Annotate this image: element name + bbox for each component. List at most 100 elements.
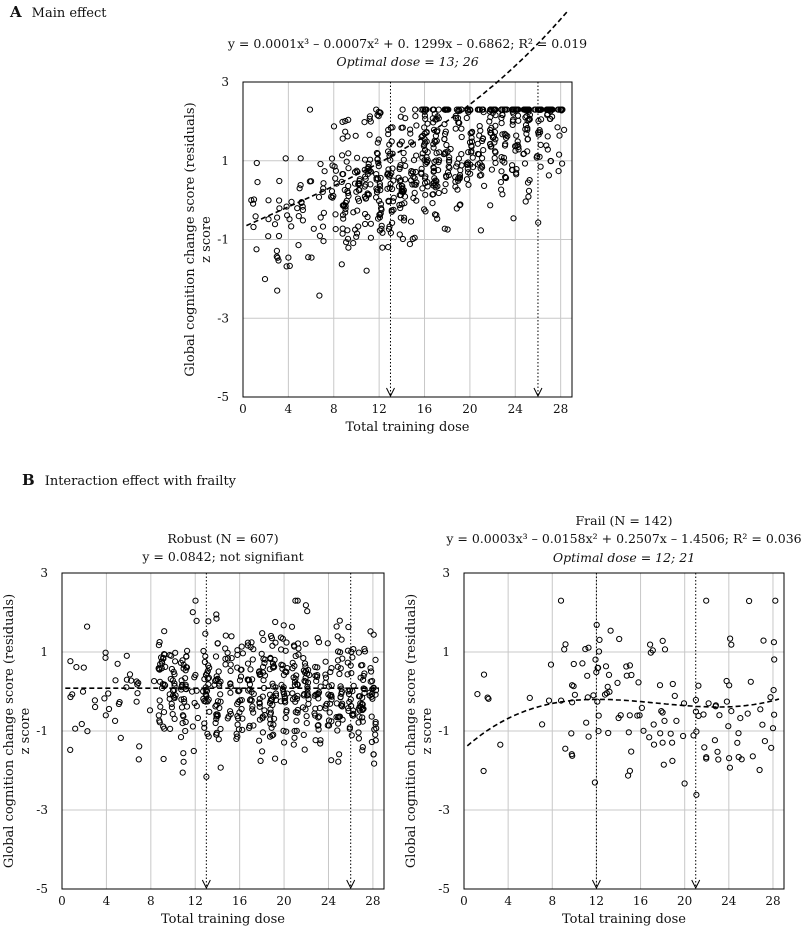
data-point <box>344 188 351 195</box>
data-point <box>249 656 256 663</box>
data-point <box>399 106 406 113</box>
data-point <box>435 189 442 197</box>
data-point <box>338 688 345 695</box>
data-point <box>159 681 166 688</box>
data-point <box>340 215 347 222</box>
data-point <box>286 216 293 223</box>
data-point <box>635 679 642 686</box>
data-point <box>407 126 414 133</box>
data-point <box>476 123 483 130</box>
data-point <box>172 692 179 699</box>
data-point <box>269 642 276 649</box>
data-point <box>293 717 300 724</box>
data-point <box>335 720 342 727</box>
data-point <box>480 767 487 775</box>
data-point <box>361 119 368 126</box>
data-point <box>634 712 641 719</box>
data-point <box>373 194 380 201</box>
data-point <box>160 755 167 763</box>
data-point <box>339 703 346 710</box>
data-point <box>625 729 632 736</box>
data-point <box>376 180 383 187</box>
panel-b-label: B Interaction effect with frailty <box>22 471 236 489</box>
optimal-dose-label: Optimal dose = 13; 26 <box>336 54 478 69</box>
data-point <box>247 666 254 673</box>
data-point <box>659 637 666 645</box>
data-point <box>771 656 778 663</box>
data-point <box>260 636 267 644</box>
data-point <box>585 733 592 740</box>
data-point <box>345 116 352 124</box>
data-point <box>329 162 336 169</box>
data-point <box>390 206 397 213</box>
data-point <box>650 721 657 728</box>
data-point <box>711 737 719 744</box>
data-point <box>513 106 520 113</box>
data-point <box>614 679 621 687</box>
data-point <box>430 106 437 113</box>
data-point <box>521 160 529 167</box>
data-point <box>253 246 260 253</box>
data-point <box>158 654 165 661</box>
data-point <box>182 727 189 735</box>
data-point <box>412 168 419 176</box>
data-point <box>350 712 357 719</box>
data-point <box>623 663 630 670</box>
data-point <box>424 120 431 127</box>
data-point <box>443 172 450 179</box>
data-point <box>267 716 274 723</box>
data-point <box>339 171 346 178</box>
data-point <box>547 108 554 115</box>
x-tick-label: 24 <box>321 894 337 908</box>
data-point <box>166 691 173 698</box>
data-point <box>280 727 287 734</box>
data-point <box>271 656 278 664</box>
data-point <box>571 691 579 698</box>
x-axis-label: Total training dose <box>161 912 285 927</box>
data-point <box>441 225 448 232</box>
data-point <box>248 639 255 646</box>
optimal-dose-arrow <box>346 879 356 890</box>
data-point <box>361 183 368 190</box>
data-point <box>283 728 290 735</box>
data-point <box>400 156 407 163</box>
data-point <box>288 198 295 205</box>
data-point <box>181 698 188 705</box>
data-point <box>344 647 352 654</box>
data-point <box>346 724 353 731</box>
data-point <box>268 724 275 731</box>
x-tick-label: 4 <box>103 894 111 908</box>
data-point <box>407 218 415 225</box>
data-point <box>315 726 322 733</box>
data-point <box>728 708 735 715</box>
data-point <box>270 721 277 728</box>
data-point <box>222 655 229 662</box>
data-point <box>363 195 370 202</box>
data-point <box>491 148 499 155</box>
data-point <box>361 648 369 655</box>
data-point <box>715 756 722 763</box>
data-point <box>538 116 545 123</box>
x-tick-label: 28 <box>365 894 380 908</box>
data-point <box>359 747 366 754</box>
data-point <box>123 684 130 691</box>
data-point <box>385 244 392 251</box>
data-point <box>547 661 555 668</box>
data-point <box>626 767 634 775</box>
data-point <box>458 125 465 132</box>
data-point <box>217 764 224 771</box>
data-point <box>442 130 449 138</box>
data-point <box>406 241 413 248</box>
data-point <box>420 106 427 113</box>
data-point <box>355 719 362 726</box>
data-point <box>376 227 383 234</box>
x-tick-label: 12 <box>188 894 203 908</box>
y-tick-label: -3 <box>36 803 48 817</box>
data-point <box>465 149 472 156</box>
data-point <box>314 691 321 698</box>
data-point <box>488 124 495 131</box>
x-tick-label: 16 <box>232 894 247 908</box>
data-point <box>726 764 734 771</box>
data-point <box>343 158 350 165</box>
data-point <box>234 664 241 671</box>
